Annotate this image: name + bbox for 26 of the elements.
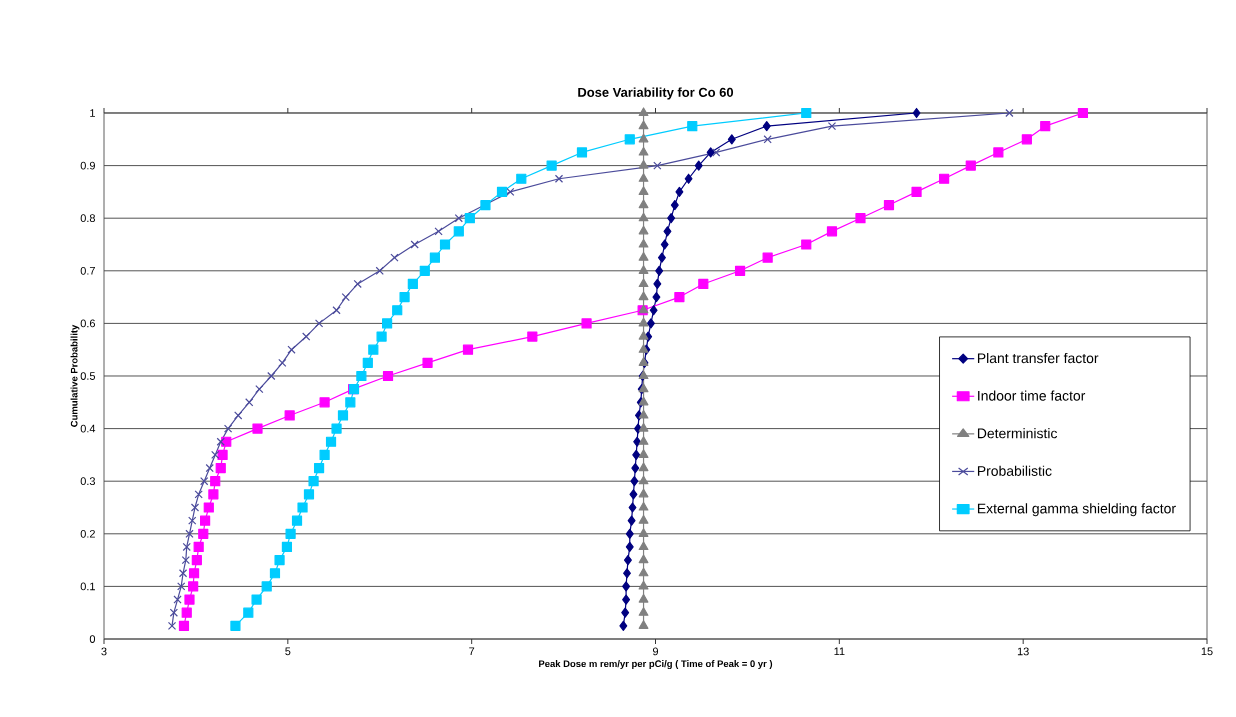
y-tick-label: 0.7 xyxy=(80,266,95,275)
y-tick-label: 0.5 xyxy=(80,372,96,380)
y-tick-label: 0.3 xyxy=(80,477,95,486)
x-tick-label: 3 xyxy=(101,647,107,656)
chart-title: Dose Variability for Co 60 xyxy=(578,87,734,100)
y-tick-label: 0.1 xyxy=(80,582,95,591)
x-tick-label: 7 xyxy=(469,647,475,656)
y-axis-title: Cumulative Probability xyxy=(70,324,80,427)
legend-label: Plant transfer factor xyxy=(977,352,1099,364)
y-tick-label: 0.4 xyxy=(80,424,96,433)
legend-label: Probabilistic xyxy=(977,465,1052,476)
x-tick-label: 11 xyxy=(834,647,845,656)
legend-label: Indoor time factor xyxy=(978,390,1086,401)
y-tick-label: 1 xyxy=(90,109,95,117)
y-tick-label: 0.2 xyxy=(80,529,95,538)
x-tick-label: 15 xyxy=(1201,647,1213,656)
y-tick-label: 0 xyxy=(89,635,96,643)
legend-label: Deterministic xyxy=(977,428,1058,439)
y-tick-label: 0.9 xyxy=(80,161,95,170)
x-axis-title: Peak Dose m rem/yr per pCi/g ( Time of Peak = 0 yr ) xyxy=(539,660,773,669)
x-tick-label: 9 xyxy=(652,647,659,656)
y-tick-label: 0.6 xyxy=(80,319,95,328)
y-tick-label: 0.8 xyxy=(80,214,95,223)
legend-label: External gamma shielding factor xyxy=(977,503,1176,517)
x-tick-label: 13 xyxy=(1017,647,1029,656)
x-tick-label: 5 xyxy=(285,647,291,656)
